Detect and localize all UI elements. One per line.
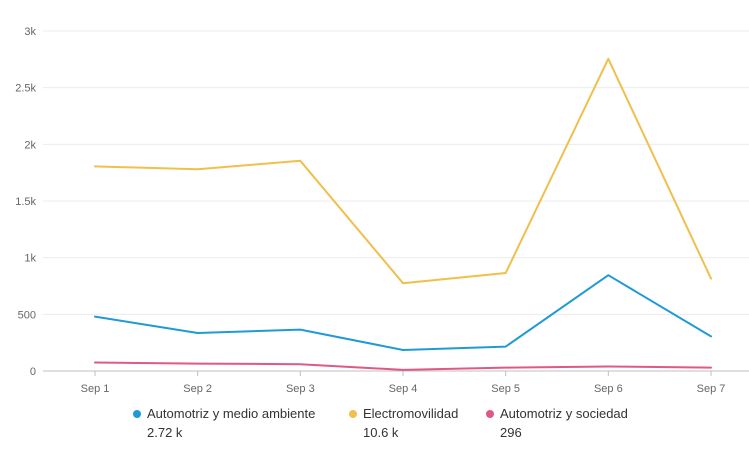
y-tick-label: 500 — [18, 309, 36, 321]
x-tick-label: Sep 6 — [594, 383, 623, 395]
y-tick-label: 2k — [24, 139, 36, 151]
y-tick-label: 1.5k — [15, 196, 36, 208]
legend-marker-icon — [349, 410, 357, 418]
y-tick-label: 3k — [24, 26, 36, 38]
x-tick-label: Sep 5 — [491, 383, 520, 395]
x-tick-label: Sep 7 — [697, 383, 726, 395]
legend-marker-icon — [486, 410, 494, 418]
x-tick-label: Sep 2 — [183, 383, 212, 395]
legend-total: 10.6 k — [363, 425, 399, 440]
grid-lines — [43, 30, 749, 372]
x-axis: Sep 1 Sep 2 Sep 3 Sep 4 Sep 5 Sep 6 Sep 7 — [81, 371, 726, 395]
series-line-1[interactable] — [94, 57, 712, 285]
y-tick-label: 1k — [24, 253, 36, 265]
legend-item-automotriz-sociedad[interactable]: Automotriz y sociedad 296 — [486, 405, 628, 441]
x-tick-label: Sep 3 — [286, 383, 315, 395]
x-tick-label: Sep 4 — [389, 383, 418, 395]
y-tick-label: 2.5k — [15, 83, 36, 95]
y-tick-label: 0 — [30, 366, 36, 378]
legend: Automotriz y medio ambiente 2.72 k Elect… — [133, 405, 628, 441]
legend-item-electromovilidad[interactable]: Electromovilidad 10.6 k — [349, 405, 486, 441]
series-line-2[interactable] — [94, 361, 712, 371]
series-lines — [94, 57, 712, 371]
legend-total: 2.72 k — [147, 425, 183, 440]
x-tick-label: Sep 1 — [81, 383, 110, 395]
legend-label: Electromovilidad — [363, 406, 459, 421]
y-axis: 0 500 1k 1.5k 2k 2.5k 3k — [15, 26, 36, 378]
legend-total: 296 — [500, 425, 522, 440]
legend-item-automotriz-medio-ambiente[interactable]: Automotriz y medio ambiente 2.72 k — [133, 405, 349, 441]
legend-label: Automotriz y medio ambiente — [147, 406, 316, 421]
series-line-0[interactable] — [94, 274, 712, 351]
legend-marker-icon — [133, 410, 141, 418]
legend-label: Automotriz y sociedad — [500, 406, 628, 421]
